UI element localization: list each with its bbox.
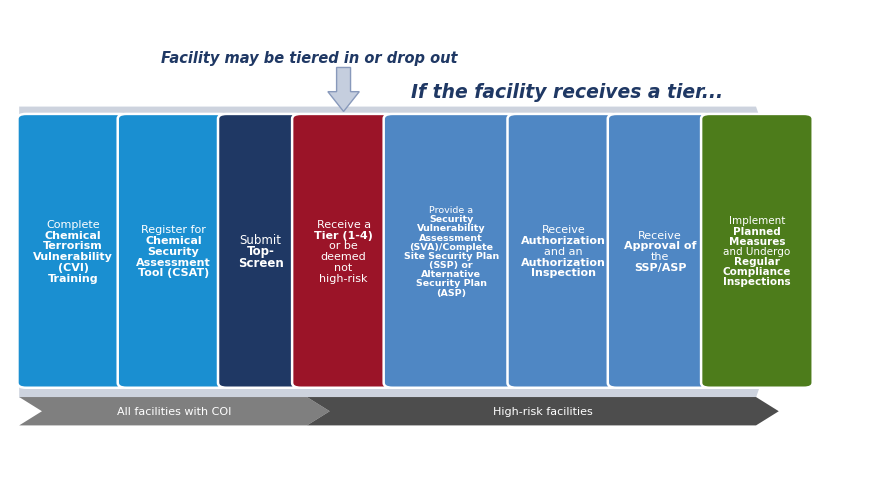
Text: and Undergo: and Undergo bbox=[723, 246, 791, 256]
Text: Alternative: Alternative bbox=[421, 270, 481, 279]
Text: Inspections: Inspections bbox=[723, 277, 791, 286]
Text: Facility may be tiered in or drop out: Facility may be tiered in or drop out bbox=[161, 51, 458, 66]
Text: Register for: Register for bbox=[141, 225, 206, 235]
Text: Submit: Submit bbox=[240, 233, 282, 246]
Text: Authorization: Authorization bbox=[521, 236, 606, 245]
FancyBboxPatch shape bbox=[218, 115, 303, 388]
Polygon shape bbox=[19, 107, 807, 398]
FancyBboxPatch shape bbox=[608, 115, 712, 388]
Text: the: the bbox=[651, 252, 670, 262]
Text: Security: Security bbox=[429, 215, 473, 224]
Text: Chemical: Chemical bbox=[146, 236, 201, 245]
Text: High-risk facilities: High-risk facilities bbox=[493, 407, 593, 416]
Text: Chemical: Chemical bbox=[45, 230, 101, 240]
Text: Security Plan: Security Plan bbox=[416, 279, 487, 288]
Text: Complete: Complete bbox=[46, 220, 100, 229]
Text: Inspection: Inspection bbox=[531, 268, 596, 278]
Text: Authorization: Authorization bbox=[521, 257, 606, 267]
Text: Regular: Regular bbox=[734, 256, 780, 266]
FancyBboxPatch shape bbox=[17, 115, 129, 388]
Text: Vulnerability: Vulnerability bbox=[417, 224, 486, 233]
Text: deemed: deemed bbox=[321, 252, 366, 262]
Text: Terrorism: Terrorism bbox=[44, 241, 103, 251]
Text: SSP/ASP: SSP/ASP bbox=[634, 263, 686, 272]
FancyBboxPatch shape bbox=[118, 115, 229, 388]
Text: Top-: Top- bbox=[247, 245, 275, 258]
Text: high-risk: high-risk bbox=[319, 273, 368, 283]
Text: (CVI): (CVI) bbox=[58, 263, 89, 272]
Text: Training: Training bbox=[48, 273, 99, 283]
Text: or be: or be bbox=[330, 241, 358, 251]
FancyBboxPatch shape bbox=[384, 115, 519, 388]
Polygon shape bbox=[307, 397, 779, 426]
Text: (SVA)/Complete: (SVA)/Complete bbox=[409, 242, 494, 251]
Text: Assessment: Assessment bbox=[136, 257, 211, 267]
Text: Assessment: Assessment bbox=[419, 233, 483, 242]
Text: Planned: Planned bbox=[733, 226, 780, 236]
Text: Measures: Measures bbox=[729, 236, 785, 246]
Text: not: not bbox=[335, 263, 352, 272]
Text: Tier (1-4): Tier (1-4) bbox=[314, 230, 373, 240]
Text: Vulnerability: Vulnerability bbox=[33, 252, 113, 262]
Text: Provide a: Provide a bbox=[429, 205, 473, 215]
Text: Screen: Screen bbox=[238, 256, 283, 269]
Text: Approval of: Approval of bbox=[623, 241, 697, 251]
Text: If the facility receives a tier...: If the facility receives a tier... bbox=[411, 83, 723, 102]
FancyBboxPatch shape bbox=[508, 115, 619, 388]
Text: Implement: Implement bbox=[729, 216, 785, 226]
Text: Site Security Plan: Site Security Plan bbox=[404, 251, 499, 261]
Text: (ASP): (ASP) bbox=[436, 288, 467, 297]
Polygon shape bbox=[19, 397, 330, 426]
Text: (SSP) or: (SSP) or bbox=[429, 261, 473, 269]
Text: Receive: Receive bbox=[638, 230, 682, 240]
Polygon shape bbox=[328, 68, 359, 112]
Text: Receive: Receive bbox=[542, 225, 585, 235]
Text: and an: and an bbox=[544, 246, 582, 256]
Text: Receive a: Receive a bbox=[317, 220, 371, 229]
Text: Tool (CSAT): Tool (CSAT) bbox=[138, 268, 209, 278]
FancyBboxPatch shape bbox=[292, 115, 395, 388]
Text: Security: Security bbox=[147, 246, 200, 256]
Text: Compliance: Compliance bbox=[723, 266, 791, 277]
Text: All facilities with COI: All facilities with COI bbox=[117, 407, 232, 416]
FancyBboxPatch shape bbox=[701, 115, 813, 388]
